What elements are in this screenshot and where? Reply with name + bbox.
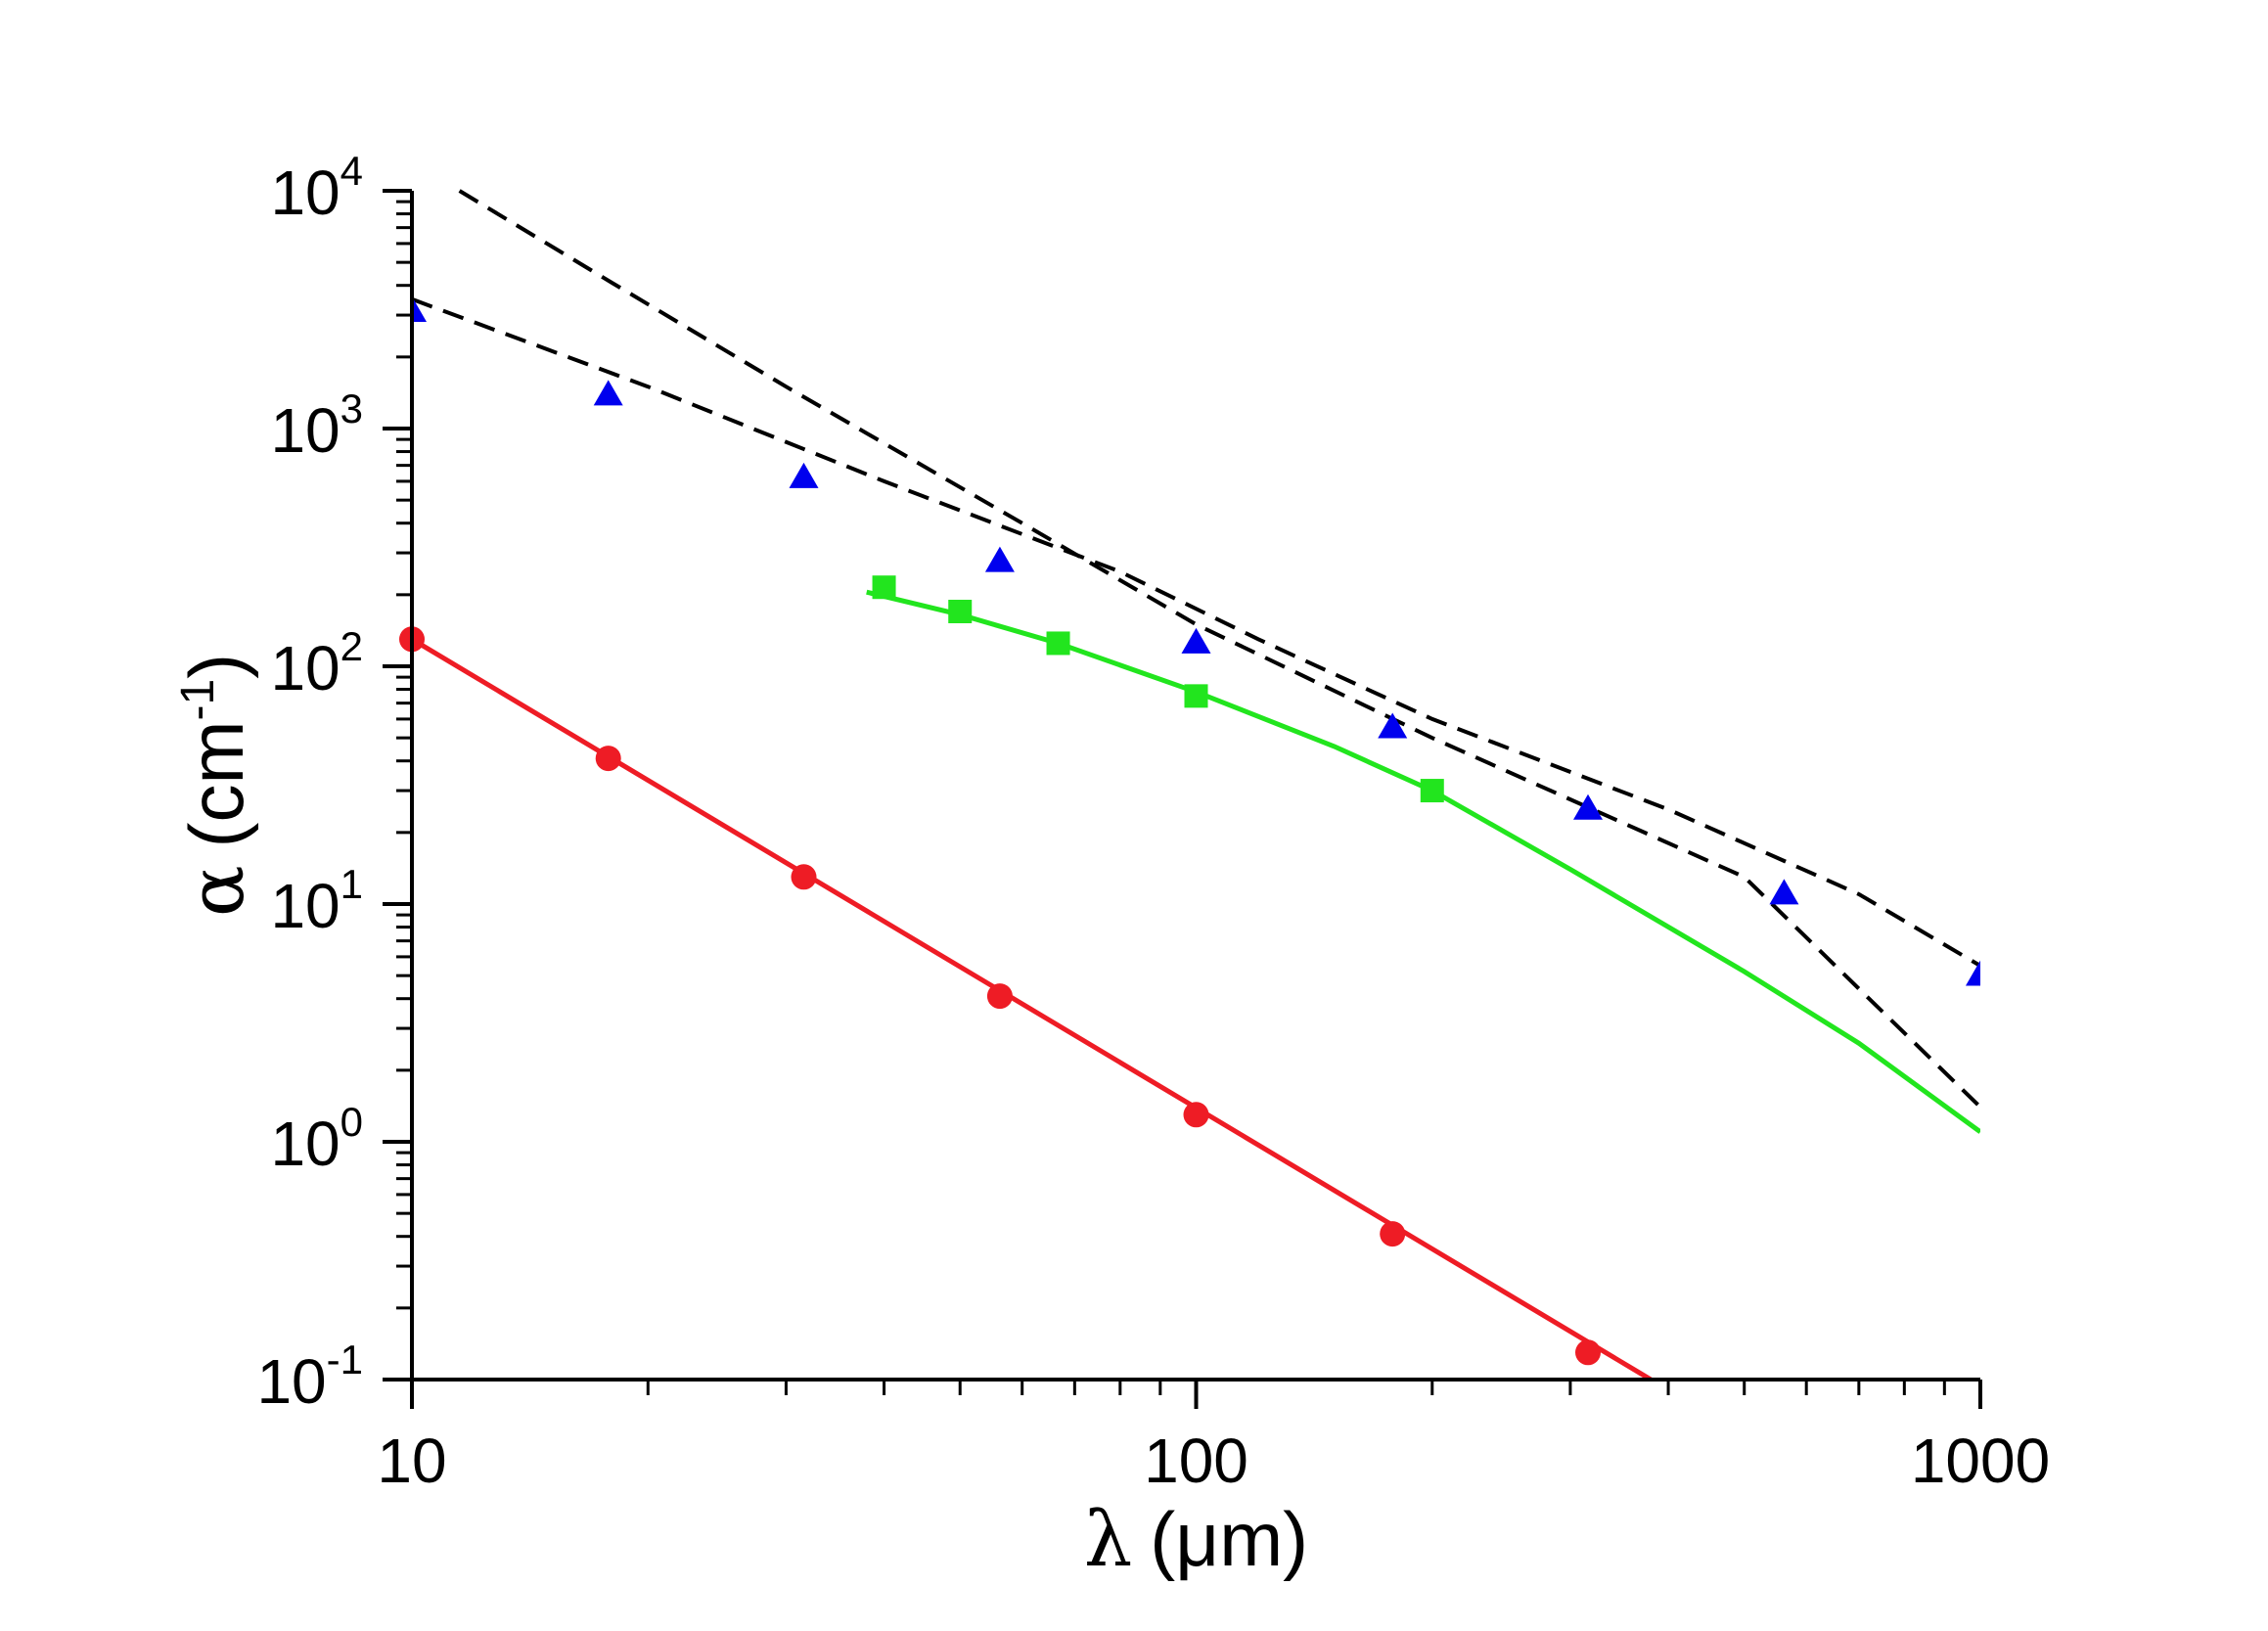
y-axis-symbol: α	[173, 865, 261, 917]
y-tick-label-exponent: 2	[340, 623, 363, 669]
y-tick-label-base: 10	[256, 1346, 326, 1417]
y-tick-label-exponent: 1	[340, 861, 363, 907]
y-tick-label: 103	[270, 385, 363, 466]
red-circles-point	[986, 983, 1013, 1010]
y-tick-label-base: 10	[270, 633, 340, 703]
x-axis-ticks: 10 100 1000	[377, 1380, 2050, 1496]
y-tick-label-base: 10	[270, 871, 340, 941]
y-tick-label-exponent: 0	[340, 1099, 363, 1145]
plot-area	[399, 189, 1980, 1378]
y-tick-label-base: 10	[270, 395, 340, 466]
green-squares-point	[1420, 779, 1444, 803]
blue-triangles-point	[1966, 960, 1980, 986]
y-tick-label-base: 10	[270, 1109, 340, 1179]
green-squares-point	[872, 575, 896, 600]
x-tick-label: 1000	[1911, 1426, 2050, 1496]
blue-triangles-point	[412, 295, 427, 322]
y-tick-label-exponent: 3	[340, 385, 363, 431]
green-squares-fit-line	[866, 589, 1980, 1134]
y-tick-label-base: 10	[270, 158, 340, 228]
x-axis-title: λ (μm)	[1084, 1496, 1308, 1584]
blue-triangles-point	[1769, 879, 1799, 905]
y-tick-label: 101	[270, 861, 363, 941]
green-squares-point	[1184, 684, 1208, 708]
y-tick-label: 10-1	[256, 1337, 363, 1417]
y-tick-label: 100	[270, 1099, 363, 1179]
red-circles-point	[1380, 1221, 1406, 1247]
y-axis-title: α (cm-1)	[172, 654, 261, 917]
blue-triangles-point	[1572, 793, 1603, 820]
y-tick-label: 104	[270, 148, 363, 228]
x-axis-unit: (μm)	[1150, 1496, 1308, 1582]
blue-triangles-point	[1378, 712, 1408, 739]
green-squares-point	[948, 600, 973, 624]
y-axis-unit-close: )	[173, 654, 259, 679]
red-circles-point	[791, 864, 817, 890]
y-tick-label: 102	[270, 623, 363, 703]
blue-triangles-point	[789, 462, 819, 488]
blue-triangles-point	[1181, 627, 1211, 654]
x-tick-label: 10	[377, 1426, 446, 1496]
y-axis-unit-exponent: -1	[172, 679, 224, 721]
y-tick-label-exponent: -1	[327, 1337, 363, 1382]
red-circles-point	[1574, 1339, 1601, 1366]
blue-triangles-point	[593, 380, 623, 406]
green-squares-point	[1046, 631, 1070, 656]
y-tick-label-exponent: 4	[340, 148, 363, 194]
y-axis-unit-open: (cm	[173, 721, 259, 848]
dashed-lower-line	[412, 296, 1980, 968]
red-circles-point	[1183, 1102, 1209, 1128]
dashed-upper-line	[458, 189, 1980, 1109]
x-tick-label: 100	[1144, 1426, 1248, 1496]
red-circles-point	[595, 746, 621, 772]
x-axis-symbol: λ	[1084, 1496, 1132, 1584]
blue-triangles-point	[984, 546, 1015, 572]
